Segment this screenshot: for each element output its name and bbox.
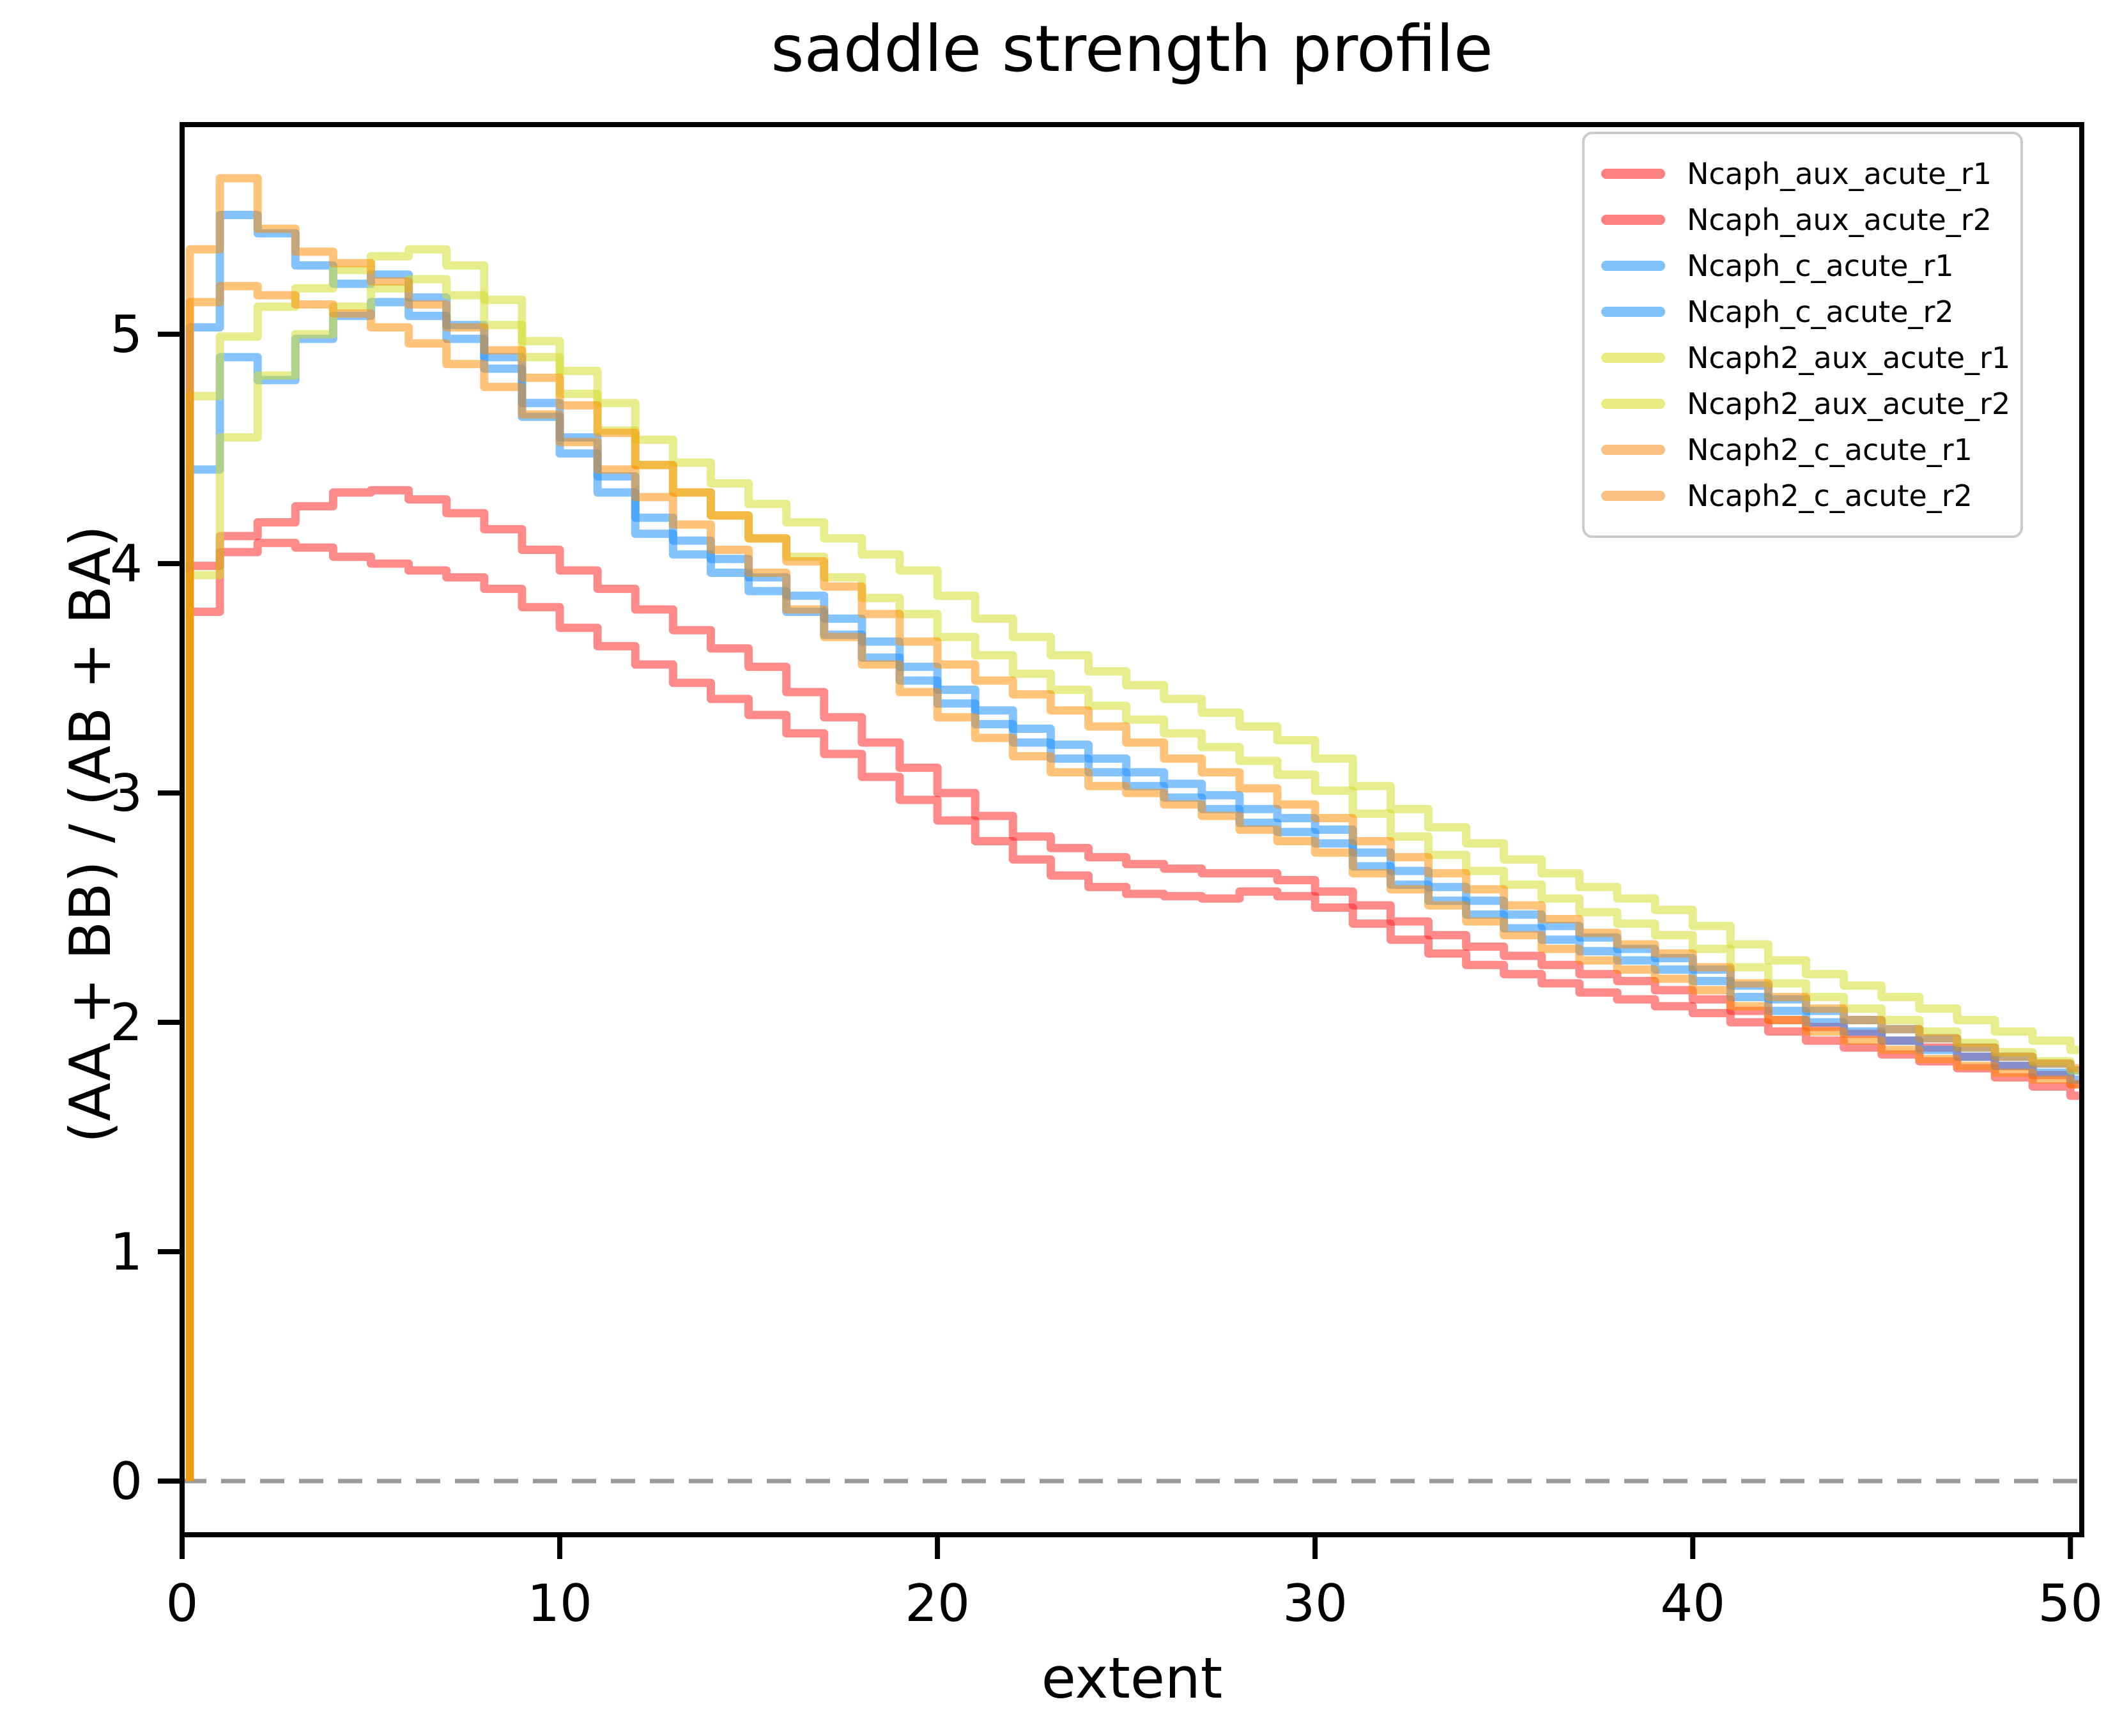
legend-swatch-icon [1601,445,1665,455]
legend-item: Ncaph_aux_acute_r1 [1601,151,2001,197]
x-tick-label: 40 [1660,1574,1725,1633]
legend-label: Ncaph_c_acute_r2 [1687,295,1954,329]
x-tick-label: 10 [527,1574,592,1633]
y-tick-label: 2 [110,993,142,1052]
chart-title: saddle strength profile [771,12,1493,86]
x-tick-label: 0 [166,1574,199,1633]
legend-swatch-icon [1601,169,1665,179]
legend-label: Ncaph2_c_acute_r1 [1687,433,1972,467]
legend: Ncaph_aux_acute_r1 Ncaph_aux_acute_r2 Ncap… [1582,132,2023,538]
legend-label: Ncaph_aux_acute_r1 [1687,157,1992,191]
legend-item: Ncaph2_c_acute_r1 [1601,427,2001,473]
y-tick-label: 5 [110,305,142,364]
legend-label: Ncaph_aux_acute_r2 [1687,203,1992,237]
series-path-Ncaph_aux_acute_r2 [185,539,2082,1481]
legend-label: Ncaph2_c_acute_r2 [1687,479,1972,513]
y-tick-label: 4 [110,534,142,594]
legend-item: Ncaph2_c_acute_r2 [1601,473,2001,519]
y-tick-label: 3 [110,764,142,823]
axis-ticks [158,332,2073,1559]
legend-item: Ncaph_aux_acute_r2 [1601,197,2001,243]
series-path-Ncaph_aux_acute_r1 [185,486,2082,1481]
legend-swatch-icon [1601,353,1665,363]
legend-swatch-icon [1601,307,1665,317]
legend-swatch-icon [1601,399,1665,409]
x-tick-labels: 0 10 20 30 40 50 [166,1574,2103,1633]
series-path-Ncaph2_c_acute_r1 [185,174,2082,1481]
legend-label: Ncaph2_aux_acute_r2 [1687,387,2011,421]
x-tick-label: 30 [1282,1574,1348,1633]
legend-label: Ncaph_c_acute_r1 [1687,249,1954,283]
x-axis-label: extent [1041,1645,1223,1711]
y-tick-label: 1 [110,1222,142,1282]
series-lines [185,174,2082,1481]
legend-swatch-icon [1601,261,1665,271]
axes-frame [180,122,2084,1537]
legend-item: Ncaph_c_acute_r2 [1601,289,2001,335]
legend-item: Ncaph_c_acute_r1 [1601,243,2001,289]
legend-label: Ncaph2_aux_acute_r1 [1687,341,2011,375]
y-tick-label: 0 [110,1452,142,1511]
y-axis-label: (AA + BB) / (AB + BA) [58,525,123,1144]
x-tick-label: 50 [2038,1574,2103,1633]
series-path-Ncaph2_aux_acute_r1 [185,245,2082,1481]
series-path-Ncaph2_aux_acute_r2 [185,275,2082,1481]
x-tick-label: 20 [905,1574,970,1633]
legend-item: Ncaph2_aux_acute_r1 [1601,335,2010,381]
legend-swatch-icon [1601,215,1665,225]
legend-item: Ncaph2_aux_acute_r2 [1601,381,2010,427]
legend-swatch-icon [1601,491,1665,501]
y-tick-labels: 0 1 2 3 4 5 [110,305,142,1511]
series-path-Ncaph2_c_acute_r2 [185,282,2082,1481]
